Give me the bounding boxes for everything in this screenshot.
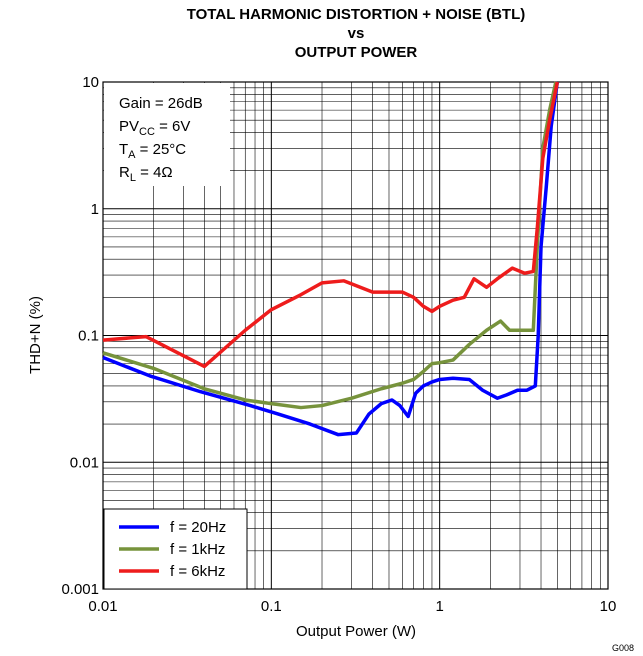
y-tick-label: 0.001 bbox=[61, 581, 99, 598]
annotation: TA = 25°C bbox=[119, 141, 186, 161]
annotation-tail: = 6V bbox=[155, 118, 190, 135]
chart-title: TOTAL HARMONIC DISTORTION + NOISE (BTL) bbox=[187, 6, 525, 23]
chart-title: vs bbox=[348, 25, 365, 42]
data-line bbox=[102, 81, 560, 369]
plot-frame bbox=[102, 81, 609, 590]
data-line bbox=[102, 81, 560, 437]
y-tick-label: 10 bbox=[82, 74, 99, 91]
annotation: PVCC = 6V bbox=[119, 118, 190, 138]
annotation-sub: L bbox=[130, 172, 136, 184]
annotation-sub: A bbox=[128, 149, 136, 161]
annotation-tail: = 25°C bbox=[136, 141, 187, 158]
chart-title: OUTPUT POWER bbox=[295, 44, 418, 61]
annotation: RL = 4Ω bbox=[119, 164, 173, 184]
y-tick-label: 0.1 bbox=[78, 328, 99, 345]
legend-label: f = 1kHz bbox=[170, 541, 225, 558]
annotation-tail: = 4Ω bbox=[136, 164, 173, 181]
footnote: G008 bbox=[612, 643, 634, 653]
x-tick-label: 1 bbox=[435, 598, 443, 615]
x-axis-label: Output Power (W) bbox=[296, 623, 416, 640]
y-tick-label: 1 bbox=[91, 201, 99, 218]
annotation-box bbox=[104, 83, 230, 186]
annotation-text: Gain = 26dB bbox=[119, 95, 203, 112]
legend-label: f = 20Hz bbox=[170, 519, 226, 536]
x-tick-label: 0.1 bbox=[261, 598, 282, 615]
x-tick-label: 10 bbox=[600, 598, 617, 615]
annotation-text: R bbox=[119, 164, 130, 181]
annotation: Gain = 26dB bbox=[119, 95, 203, 112]
annotation-text: T bbox=[119, 141, 128, 158]
data-line bbox=[102, 81, 558, 410]
y-tick-label: 0.01 bbox=[70, 454, 99, 471]
x-tick-label: 0.01 bbox=[88, 598, 117, 615]
annotation-sub: CC bbox=[139, 126, 155, 138]
annotation-text: PV bbox=[119, 118, 139, 135]
y-axis-label: THD+N (%) bbox=[27, 296, 44, 374]
legend-label: f = 6kHz bbox=[170, 563, 225, 580]
